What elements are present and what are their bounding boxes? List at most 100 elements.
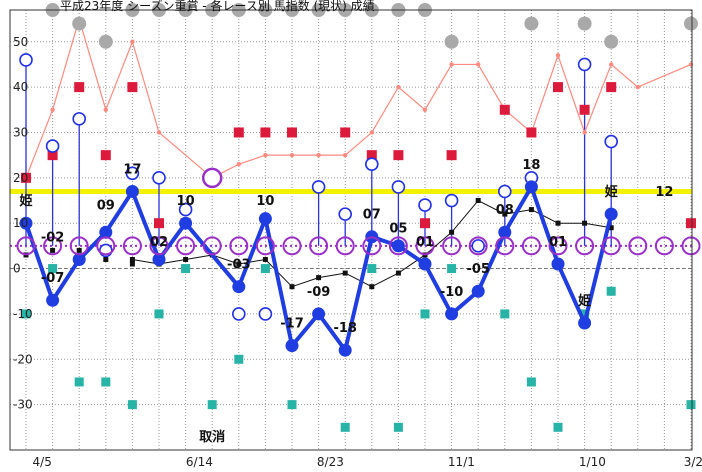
series-main-point — [338, 343, 352, 357]
series-upper-point — [688, 62, 694, 67]
series-mid-point — [395, 270, 401, 276]
purple-circle — [16, 236, 36, 256]
teal-square — [580, 309, 590, 319]
series-main-point — [498, 225, 512, 239]
hollow-circle — [471, 239, 486, 253]
red-square — [420, 218, 430, 229]
gray-dot — [98, 34, 113, 49]
y-tick-label: 50 — [13, 35, 28, 49]
y-tick-label: 40 — [13, 80, 28, 94]
teal-square — [500, 309, 510, 319]
hollow-circle — [152, 171, 166, 185]
data-label: 08 — [496, 203, 514, 218]
series-upper-point — [449, 62, 454, 67]
purple-circle — [442, 236, 462, 256]
purple-circle — [521, 236, 541, 256]
y-tick-label: -30 — [13, 398, 33, 412]
x-tick-label: 6/14 — [186, 455, 213, 469]
series-main-point — [551, 257, 565, 271]
y-tick-label: 0 — [13, 262, 21, 276]
series-upper-point — [609, 62, 614, 67]
data-label: -09 — [307, 285, 331, 300]
red-square — [127, 82, 138, 93]
hollow-circles — [19, 53, 619, 321]
series-upper-point — [236, 162, 241, 167]
teal-square — [101, 377, 111, 387]
teal-square — [260, 264, 270, 274]
annotation-label: 取消 — [199, 429, 225, 445]
series-mid-point — [555, 220, 561, 226]
x-tick-label: 8/23 — [317, 455, 344, 469]
series-upper-point — [396, 84, 401, 90]
red-square — [446, 150, 457, 161]
data-label: -17 — [280, 317, 304, 332]
series-main-point — [152, 252, 166, 266]
red-square — [686, 218, 696, 229]
hollow-circle — [418, 198, 432, 212]
series-mid-point — [449, 229, 455, 235]
hollow-circle — [444, 193, 459, 208]
purple-circle — [282, 236, 302, 256]
hollow-circle — [364, 157, 379, 172]
series-upper-line — [25, 18, 692, 179]
data-label: 09 — [97, 199, 115, 214]
data-label: 姫 — [19, 193, 32, 209]
hollow-circle — [338, 207, 353, 221]
hollow-circle — [311, 180, 326, 194]
black-dot — [129, 261, 135, 267]
data-label: -10 — [440, 285, 464, 300]
purple-circle-large — [201, 167, 223, 189]
teal-square — [181, 264, 191, 274]
series-mid-point — [608, 225, 614, 231]
teal-square — [526, 377, 536, 387]
series-main-point — [232, 280, 246, 294]
data-label: 姫 — [605, 184, 618, 200]
data-label: -02 — [41, 230, 65, 245]
series-upper-point — [289, 152, 295, 158]
hollow-circle — [577, 57, 592, 72]
series-upper-point — [50, 107, 55, 112]
teal-square — [553, 422, 563, 432]
purple-circle — [229, 236, 249, 256]
purple-circle — [255, 236, 275, 256]
hollow-circle — [497, 184, 512, 199]
series-main-point — [125, 184, 139, 198]
teal-square — [234, 354, 244, 364]
purple-circle — [335, 236, 355, 256]
series-mid-point — [475, 198, 481, 204]
y-tick-label: 30 — [13, 125, 28, 139]
data-label: 10 — [177, 194, 195, 209]
teal-square — [21, 309, 31, 319]
series-main-point — [418, 257, 432, 271]
purple-circle — [43, 236, 63, 256]
red-square — [340, 127, 351, 138]
series-mid-point — [183, 256, 189, 262]
plot-border — [9, 9, 693, 451]
series-upper-point — [476, 62, 481, 67]
data-label: 05 — [389, 221, 407, 236]
series-main-point — [604, 207, 618, 221]
hollow-circle — [232, 307, 246, 321]
black-dot — [50, 247, 56, 253]
red-square — [366, 150, 377, 161]
purple-circle — [122, 236, 142, 256]
series-upper-point — [156, 130, 162, 135]
black-dot — [76, 247, 82, 253]
series-main-point — [285, 339, 299, 353]
red-square — [100, 150, 111, 161]
series-mid-point — [369, 284, 375, 290]
teal-square — [686, 400, 696, 410]
series-mid-point — [316, 275, 322, 281]
teal-square — [447, 264, 457, 274]
series-upper-point — [343, 152, 348, 158]
purple-circle — [575, 236, 595, 256]
series-main-point — [578, 316, 592, 330]
series-main-point — [46, 293, 60, 307]
data-label: 10 — [256, 194, 274, 209]
red-square — [233, 127, 244, 138]
purple-circle — [415, 236, 435, 256]
data-label: -03 — [227, 258, 251, 273]
series-main-point — [179, 216, 193, 230]
y-tick-label: -20 — [13, 352, 33, 366]
series-upper-point — [555, 53, 561, 58]
